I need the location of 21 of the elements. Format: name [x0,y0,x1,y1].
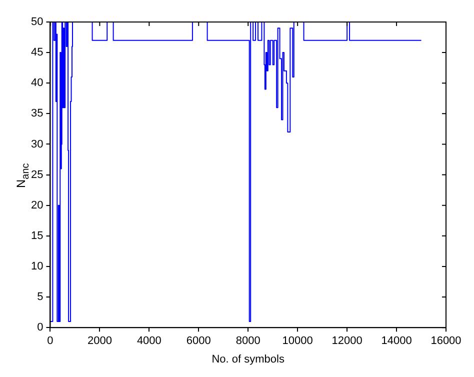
x-tick-label: 10000 [282,335,313,348]
y-tick-label: 25 [30,168,44,181]
x-tick-label: 0 [47,335,54,348]
y-tick-label: 20 [30,199,44,212]
x-tick-label: 2000 [87,335,112,348]
x-tick-label: 4000 [136,335,162,348]
y-tick-label: 30 [30,138,44,150]
x-tick-label: 8000 [236,335,260,348]
y-tick-label: 45 [30,46,44,59]
y-tick-label: 5 [37,291,44,304]
x-axis-title: No. of symbols [212,353,285,366]
y-tick-label: 40 [30,77,44,90]
x-tick-label: 16000 [430,335,462,348]
x-tick-label: 12000 [332,335,362,348]
y-tick-label: 10 [30,260,44,273]
x-tick-label: 14000 [381,335,412,348]
y-tick-label: 15 [30,230,44,242]
y-tick-label: 35 [30,108,44,120]
y-tick-label: 0 [37,322,44,334]
x-tick-label: 6000 [186,335,211,348]
y-tick-label: 50 [30,16,44,28]
